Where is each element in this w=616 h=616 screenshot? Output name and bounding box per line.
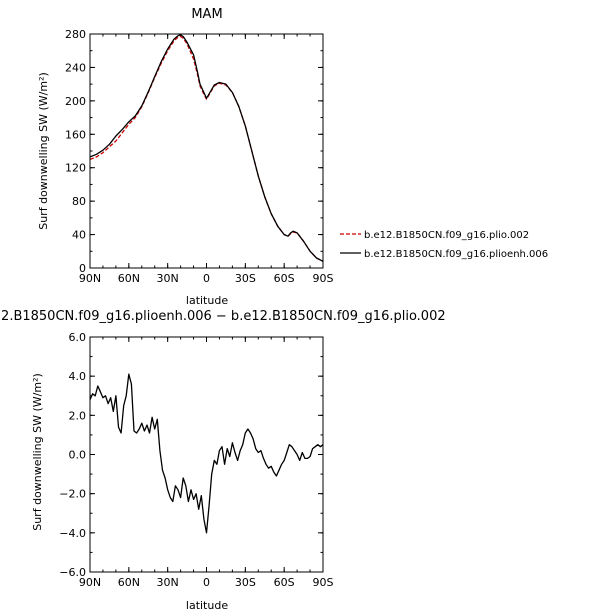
bottom-panel: b.e12.B1850CN.f09_g16.plioenh.006 − b.e1… xyxy=(0,309,446,612)
bottom-y-tick-label: −6.0 xyxy=(59,566,86,579)
bottom-x-tick-label: 90N xyxy=(79,576,101,589)
bottom-y-tick-label: 4.0 xyxy=(69,370,87,383)
bottom-y-tick-label: 2.0 xyxy=(69,409,87,422)
bottom-y-tick-label: −2.0 xyxy=(59,488,86,501)
bottom-x-tick-label: 0 xyxy=(203,576,210,589)
top-y-tick-label: 200 xyxy=(65,95,86,108)
top-y-tick-label: 240 xyxy=(65,61,86,74)
bottom-x-axis-label: latitude xyxy=(186,599,228,612)
top-y-tick-label: 120 xyxy=(65,162,86,175)
legend-label-plio-002: b.e12.B1850CN.f09_g16.plio.002 xyxy=(364,230,529,241)
bottom-x-tick-label: 60S xyxy=(274,576,295,589)
legend: b.e12.B1850CN.f09_g16.plio.002 b.e12.B18… xyxy=(340,230,548,260)
top-x-tick-label: 90S xyxy=(313,272,334,285)
bottom-series-line-0 xyxy=(89,373,324,534)
top-y-tick-label: 80 xyxy=(72,195,86,208)
bottom-y-tick-label: −4.0 xyxy=(59,527,86,540)
bottom-plot-frame xyxy=(89,336,324,573)
bottom-x-tick-label: 30S xyxy=(235,576,256,589)
legend-label-plioenh-006: b.e12.B1850CN.f09_g16.plioenh.006 xyxy=(364,249,548,260)
bottom-x-tick-label: 60N xyxy=(118,576,140,589)
bottom-axes: 90N 60N 30N 0 30S 60S 90S 6.0 4.0 2.0 0.0 −2.0 −4.0 −… xyxy=(59,331,333,589)
top-x-axis-label: latitude xyxy=(186,294,228,307)
top-series-line-1 xyxy=(89,34,324,262)
bottom-y-tick-label: 6.0 xyxy=(69,331,87,344)
top-y-tick-label: 40 xyxy=(72,229,86,242)
top-x-tick-label: 60S xyxy=(274,272,295,285)
top-axes: 90N 60N 30N 0 30S 60S 90S 0 40 80 120 160 200 240 280 xyxy=(65,28,334,285)
top-panel: MAM Surf downwelling SW (W/m²) latitude … xyxy=(37,7,334,307)
top-series-group xyxy=(89,34,324,262)
top-y-axis-label: Surf downwelling SW (W/m²) xyxy=(37,72,50,230)
top-x-tick-label: 0 xyxy=(203,272,210,285)
top-y-tick-label: 0 xyxy=(79,262,86,275)
bottom-chart-title: b.e12.B1850CN.f09_g16.plioenh.006 − b.e1… xyxy=(0,309,446,324)
top-chart-title: MAM xyxy=(191,7,222,22)
top-x-tick-label: 60N xyxy=(118,272,140,285)
top-x-tick-label: 90N xyxy=(79,272,101,285)
top-x-tick-label: 30S xyxy=(235,272,256,285)
top-y-tick-label: 280 xyxy=(65,28,86,41)
top-plot-frame xyxy=(89,33,324,269)
bottom-x-tick-label: 30N xyxy=(157,576,179,589)
bottom-x-tick-label: 90S xyxy=(313,576,334,589)
top-series-line-0 xyxy=(89,35,324,262)
bottom-series-group xyxy=(89,373,324,534)
top-y-tick-label: 160 xyxy=(65,128,86,141)
bottom-y-tick-label: 0.0 xyxy=(69,449,87,462)
bottom-y-axis-label: Surf downwelling SW (W/m²) xyxy=(31,373,44,531)
top-x-tick-label: 30N xyxy=(157,272,179,285)
